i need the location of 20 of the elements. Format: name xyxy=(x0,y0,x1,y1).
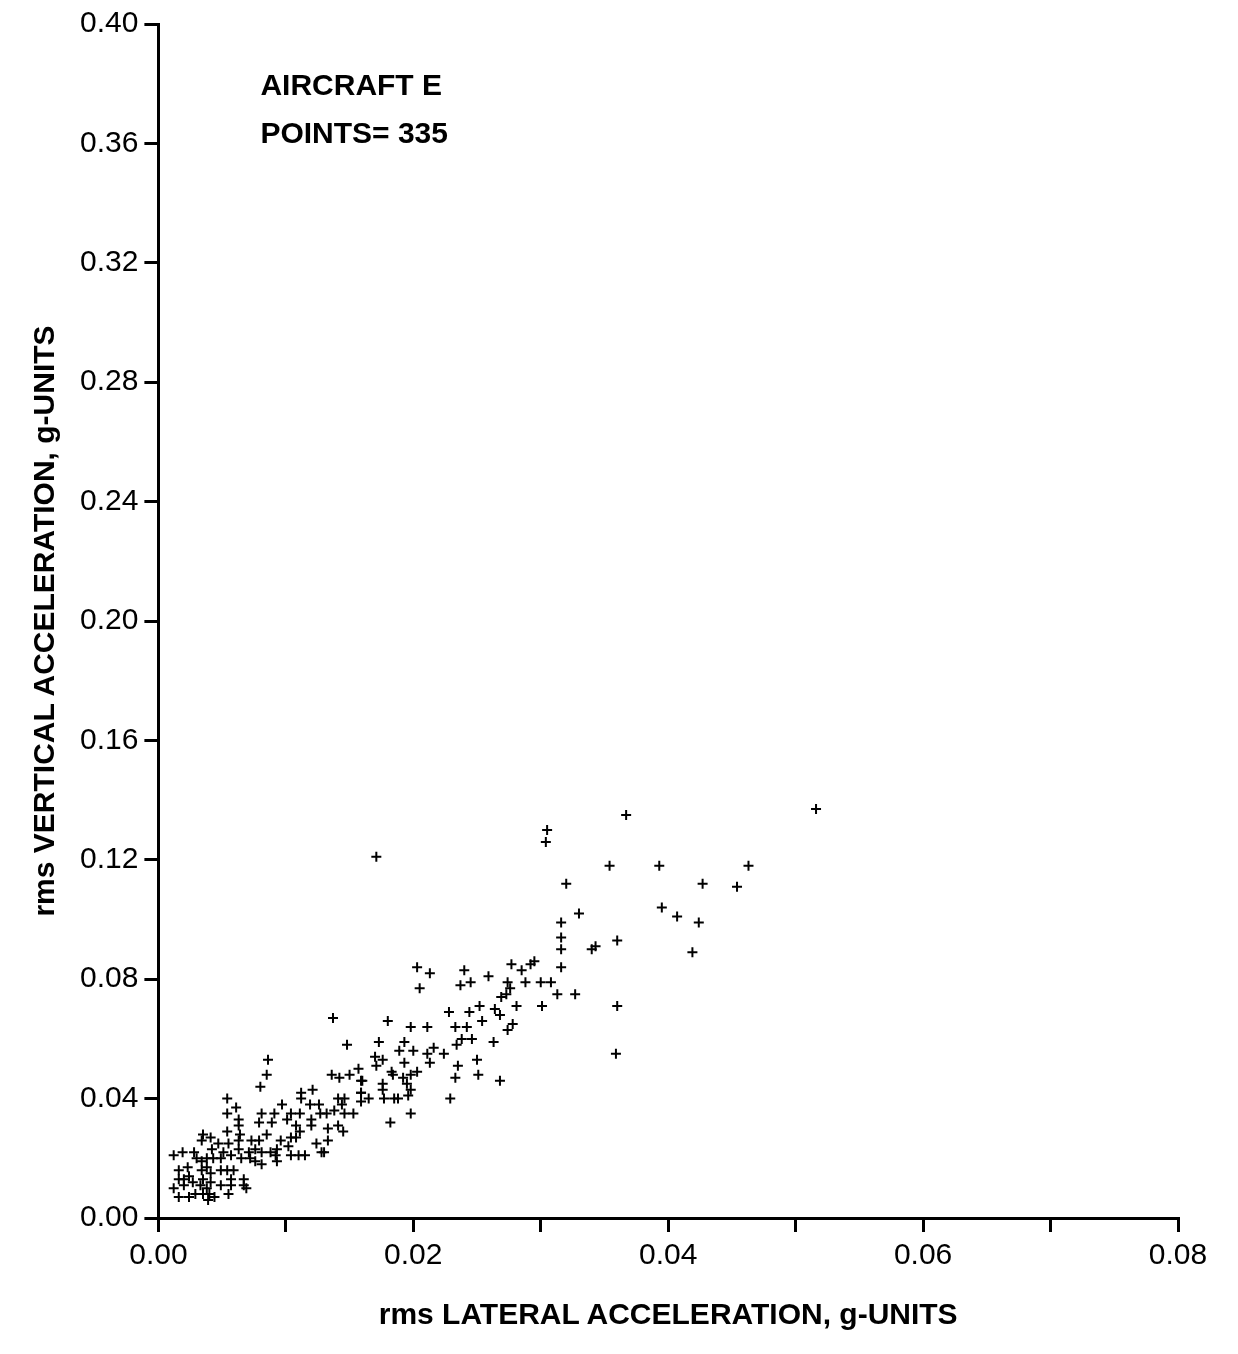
annotation: AIRCRAFT E xyxy=(260,68,443,102)
y-tick-label: 0.40 xyxy=(80,5,139,39)
y-tick-label: 0.28 xyxy=(80,363,139,397)
y-tick-label: 0.36 xyxy=(80,124,139,158)
y-tick-label: 0.04 xyxy=(80,1079,139,1113)
x-tick-label: 0.00 xyxy=(129,1237,188,1271)
x-axis-title: rms LATERAL ACCELERATION, g-UNITS xyxy=(378,1297,958,1331)
y-tick-label: 0.16 xyxy=(80,721,139,755)
x-tick-label: 0.04 xyxy=(639,1237,698,1271)
y-tick-label: 0.20 xyxy=(80,602,139,636)
x-tick-label: 0.02 xyxy=(384,1237,443,1271)
x-tick-label: 0.06 xyxy=(893,1237,953,1271)
y-tick-label: 0.24 xyxy=(80,482,139,516)
annotation: POINTS= 335 xyxy=(260,116,448,150)
x-tick-label: 0.08 xyxy=(1148,1237,1208,1271)
y-tick-label: 0.12 xyxy=(80,841,139,875)
y-tick-label: 0.32 xyxy=(80,244,139,278)
y-axis-title: rms VERTICAL ACCELERATION, g-UNITS xyxy=(27,325,61,917)
y-tick-label: 0.00 xyxy=(80,1199,139,1233)
y-tick-label: 0.08 xyxy=(80,960,139,994)
